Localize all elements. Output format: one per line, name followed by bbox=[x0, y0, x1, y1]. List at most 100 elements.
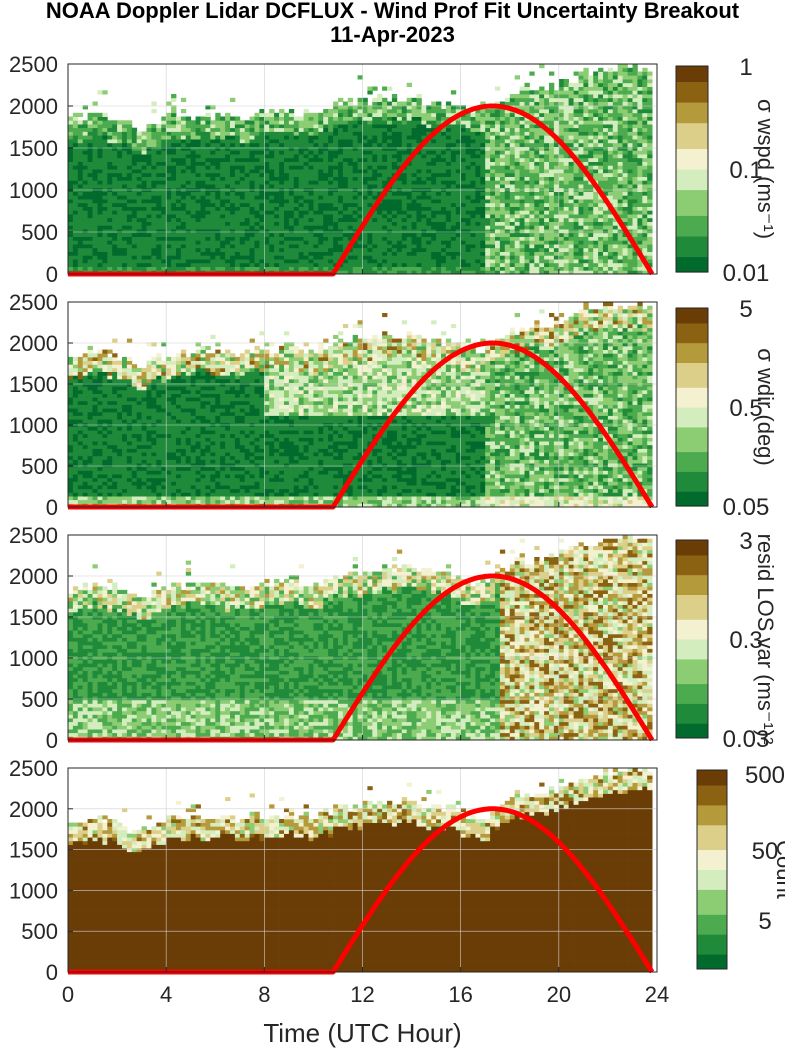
heatmap-cell bbox=[593, 105, 599, 110]
heatmap-cell bbox=[303, 214, 309, 219]
heatmap-cell bbox=[215, 112, 221, 117]
heatmap-cell bbox=[338, 247, 344, 252]
heatmap-cell bbox=[210, 240, 216, 245]
heatmap-cell bbox=[259, 131, 265, 136]
heatmap-cell bbox=[401, 236, 408, 241]
heatmap-cell bbox=[171, 255, 177, 260]
heatmap-cell bbox=[372, 232, 378, 237]
heatmap-cell bbox=[539, 225, 545, 230]
heatmap-cell bbox=[298, 202, 304, 207]
heatmap-cell bbox=[328, 232, 334, 237]
heatmap-cell bbox=[445, 105, 452, 110]
heatmap-cell bbox=[107, 120, 113, 125]
heatmap-cell bbox=[450, 109, 457, 114]
heatmap-cell bbox=[97, 150, 103, 155]
heatmap-cell bbox=[298, 236, 304, 241]
heatmap-cell bbox=[514, 150, 520, 155]
heatmap-cell bbox=[274, 202, 280, 207]
heatmap-cell bbox=[470, 217, 476, 222]
heatmap-cell bbox=[136, 262, 142, 267]
heatmap-cell bbox=[293, 127, 300, 132]
heatmap-cell bbox=[308, 154, 314, 159]
heatmap-cell bbox=[131, 266, 138, 271]
heatmap-cell bbox=[97, 176, 103, 181]
heatmap-cell bbox=[441, 214, 447, 219]
heatmap-cell bbox=[244, 202, 250, 207]
heatmap-cell bbox=[549, 112, 555, 117]
heatmap-cell bbox=[274, 266, 280, 271]
heatmap-cell bbox=[465, 112, 471, 117]
heatmap-cell bbox=[573, 225, 579, 230]
heatmap-cell bbox=[161, 176, 167, 181]
heatmap-cell bbox=[514, 244, 520, 249]
heatmap-cell bbox=[445, 157, 452, 162]
heatmap-cell bbox=[328, 262, 334, 267]
heatmap-cell bbox=[544, 259, 550, 264]
heatmap-cell bbox=[151, 255, 157, 260]
heatmap-cell bbox=[603, 101, 609, 106]
heatmap-cell bbox=[117, 229, 123, 234]
heatmap-cell bbox=[431, 240, 437, 245]
heatmap-cell bbox=[293, 199, 300, 204]
heatmap-cell bbox=[328, 236, 334, 241]
heatmap-cell bbox=[598, 75, 604, 80]
heatmap-cell bbox=[544, 266, 550, 271]
heatmap-cell bbox=[244, 206, 250, 211]
heatmap-cell bbox=[553, 221, 560, 226]
heatmap-cell bbox=[117, 127, 123, 132]
heatmap-cell bbox=[480, 165, 486, 170]
heatmap-cell bbox=[598, 161, 604, 166]
heatmap-cell bbox=[578, 82, 584, 87]
heatmap-cell bbox=[97, 210, 103, 215]
heatmap-cell bbox=[396, 225, 403, 230]
heatmap-cell bbox=[323, 244, 329, 249]
heatmap-cell bbox=[529, 135, 535, 140]
heatmap-cell bbox=[151, 139, 157, 144]
heatmap-cell bbox=[534, 109, 540, 114]
heatmap-cell bbox=[416, 105, 422, 110]
heatmap-cell bbox=[490, 116, 496, 121]
heatmap-cell bbox=[117, 139, 123, 144]
heatmap-cell bbox=[328, 206, 334, 211]
heatmap-cell bbox=[264, 206, 270, 211]
heatmap-cell bbox=[185, 142, 192, 147]
heatmap-cell bbox=[185, 165, 192, 170]
heatmap-cell bbox=[504, 150, 511, 155]
heatmap-cell bbox=[205, 127, 211, 132]
heatmap-cell bbox=[529, 210, 535, 215]
heatmap-cell bbox=[598, 262, 604, 267]
heatmap-cell bbox=[107, 195, 113, 200]
heatmap-cell bbox=[259, 116, 265, 121]
heatmap-cell bbox=[342, 172, 349, 177]
heatmap-cell bbox=[171, 210, 177, 215]
heatmap-cell bbox=[470, 112, 476, 117]
heatmap-cell bbox=[92, 120, 98, 125]
heatmap-cell bbox=[180, 131, 187, 136]
heatmap-cell bbox=[166, 221, 172, 226]
heatmap-cell bbox=[367, 165, 373, 170]
heatmap-cell bbox=[578, 131, 584, 136]
heatmap-cell bbox=[406, 255, 412, 260]
heatmap-cell bbox=[200, 232, 206, 237]
heatmap-cell bbox=[117, 191, 123, 196]
heatmap-cell bbox=[112, 232, 118, 237]
heatmap-cell bbox=[578, 97, 584, 102]
heatmap-cell bbox=[480, 195, 486, 200]
heatmap-cell bbox=[72, 176, 79, 181]
heatmap-cell bbox=[445, 270, 452, 275]
heatmap-cell bbox=[264, 116, 270, 121]
heatmap-cell bbox=[529, 247, 535, 252]
heatmap-cell bbox=[92, 165, 98, 170]
heatmap-cell bbox=[333, 176, 339, 181]
heatmap-cell bbox=[185, 127, 192, 132]
heatmap-cell bbox=[401, 150, 408, 155]
heatmap-cell bbox=[524, 150, 530, 155]
heatmap-cell bbox=[514, 146, 520, 151]
heatmap-cell bbox=[401, 142, 408, 147]
heatmap-cell bbox=[180, 154, 187, 159]
heatmap-cell bbox=[401, 176, 408, 181]
heatmap-cell bbox=[436, 176, 442, 181]
heatmap-cell bbox=[215, 191, 221, 196]
heatmap-cell bbox=[431, 236, 437, 241]
heatmap-cell bbox=[578, 210, 584, 215]
